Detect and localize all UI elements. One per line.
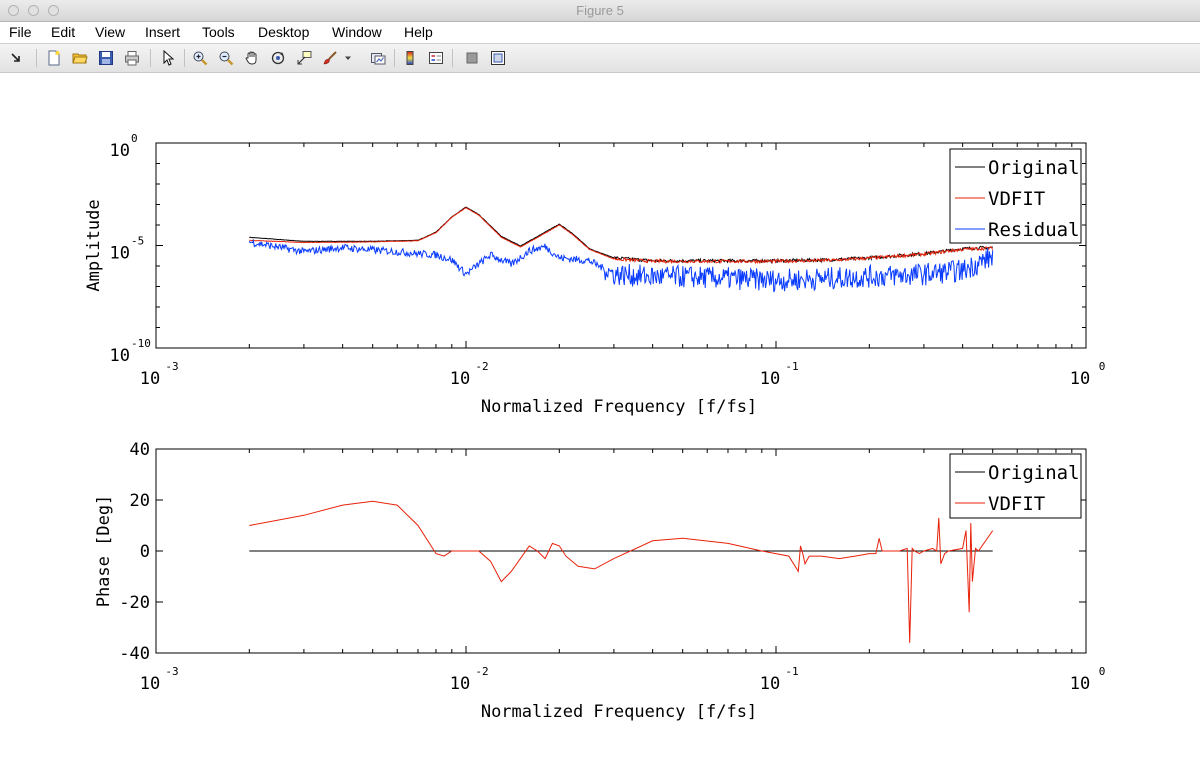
legend-vdfit-label: VDFIT [988,493,1045,515]
amplitude-xtick-exponent: -3 [165,360,178,373]
menu-edit[interactable]: Edit [51,24,76,40]
phase-xtick-exponent: -3 [165,665,178,678]
zoom-window-button[interactable] [48,5,59,16]
legend-icon[interactable] [426,48,446,68]
amplitude-ytick-label: 10 [110,244,130,264]
amplitude-ytick-exponent: -5 [131,235,144,248]
edit-plot-arrow-icon[interactable] [158,48,178,68]
amplitude-xlabel: Normalized Frequency [f/fs] [481,397,757,417]
print-icon[interactable] [122,48,142,68]
minimize-window-button[interactable] [28,5,39,16]
amplitude-series-residual [248,238,994,293]
close-window-button[interactable] [8,5,19,16]
menu-bar: File Edit View Insert Tools Desktop Wind… [0,22,1200,44]
amplitude-xtick-exponent: -1 [785,360,798,373]
phase-xtick-label: 10 [450,674,470,694]
figure-toolbar [0,44,1200,73]
colorbar-icon[interactable] [400,48,420,68]
dock-arrow-icon[interactable] [6,48,26,68]
phase-legend[interactable]: Original VDFIT [949,453,1082,519]
amplitude-ytick-label: 10 [110,141,130,161]
phase-ylabel: Phase [Deg] [94,495,114,608]
amplitude-legend[interactable]: Original VDFIT Residual [949,148,1082,244]
window-title: Figure 5 [576,3,624,18]
amplitude-series [248,206,994,293]
brush-dropdown-icon[interactable] [342,48,354,68]
zoom-out-icon[interactable] [216,48,236,68]
pan-hand-icon[interactable] [242,48,262,68]
phase-xtick-label: 10 [140,674,160,694]
phase-xlabel: Normalized Frequency [f/fs] [481,702,757,722]
open-file-icon[interactable] [70,48,90,68]
save-icon[interactable] [96,48,116,68]
amplitude-ytick-exponent: -10 [131,337,151,350]
menu-window[interactable]: Window [332,24,382,40]
phase-ytick-label: 0 [140,542,150,562]
figure-canvas: 10 -3 10 -2 10 -1 10 0 10 -10 10 -5 10 0 Normalized F… [0,73,1200,773]
amplitude-ytick-exponent: 0 [131,132,138,145]
menu-view[interactable]: View [95,24,126,40]
phase-axes: 10 -3 10 -2 10 -1 10 0 -40 -20 0 20 40 Normalized Fr… [94,440,1105,722]
amplitude-ylabel: Amplitude [84,199,104,291]
phase-xtick-exponent: 0 [1099,665,1106,678]
phase-xtick-exponent: -1 [785,665,798,678]
phase-ticks [156,448,1086,654]
window-titlebar: Figure 5 [0,0,1200,22]
menu-insert[interactable]: Insert [145,24,181,40]
show-plot-tools-icon[interactable] [488,48,508,68]
phase-ytick-label: 40 [130,440,150,460]
phase-ytick-label: 20 [130,491,150,511]
phase-xtick-exponent: -2 [475,665,488,678]
amplitude-xtick-label: 10 [760,369,780,389]
menu-file[interactable]: File [9,24,32,40]
amplitude-series-vdfit [249,207,994,265]
legend-residual-label: Residual [988,219,1080,241]
legend-vdfit-label: VDFIT [988,188,1045,210]
phase-tick-labels: 10 -3 10 -2 10 -1 10 0 -40 -20 0 20 40 [119,440,1105,694]
amplitude-xtick-exponent: -2 [475,360,488,373]
link-plot-icon[interactable] [368,48,388,68]
menu-desktop[interactable]: Desktop [258,24,310,40]
zoom-in-icon[interactable] [190,48,210,68]
rotate-3d-icon[interactable] [268,48,288,68]
data-cursor-icon[interactable] [294,48,314,68]
amplitude-xtick-label: 10 [140,369,160,389]
phase-ytick-label: -40 [119,644,150,664]
phase-xtick-label: 10 [1070,674,1090,694]
amplitude-xtick-label: 10 [450,369,470,389]
menu-help[interactable]: Help [404,24,433,40]
legend-original-label: Original [988,157,1080,179]
brush-icon[interactable] [320,48,340,68]
hide-plot-tools-icon[interactable] [462,48,482,68]
amplitude-ticks [156,142,1086,349]
legend-original-label: Original [988,462,1080,484]
phase-series-vdfit [249,500,994,643]
phase-series [249,500,994,643]
amplitude-ytick-label: 10 [110,346,130,366]
new-figure-icon[interactable] [44,48,64,68]
amplitude-xtick-exponent: 0 [1099,360,1106,373]
phase-ytick-label: -20 [119,593,150,613]
menu-tools[interactable]: Tools [202,24,235,40]
amplitude-xtick-label: 10 [1070,369,1090,389]
phase-xtick-label: 10 [760,674,780,694]
